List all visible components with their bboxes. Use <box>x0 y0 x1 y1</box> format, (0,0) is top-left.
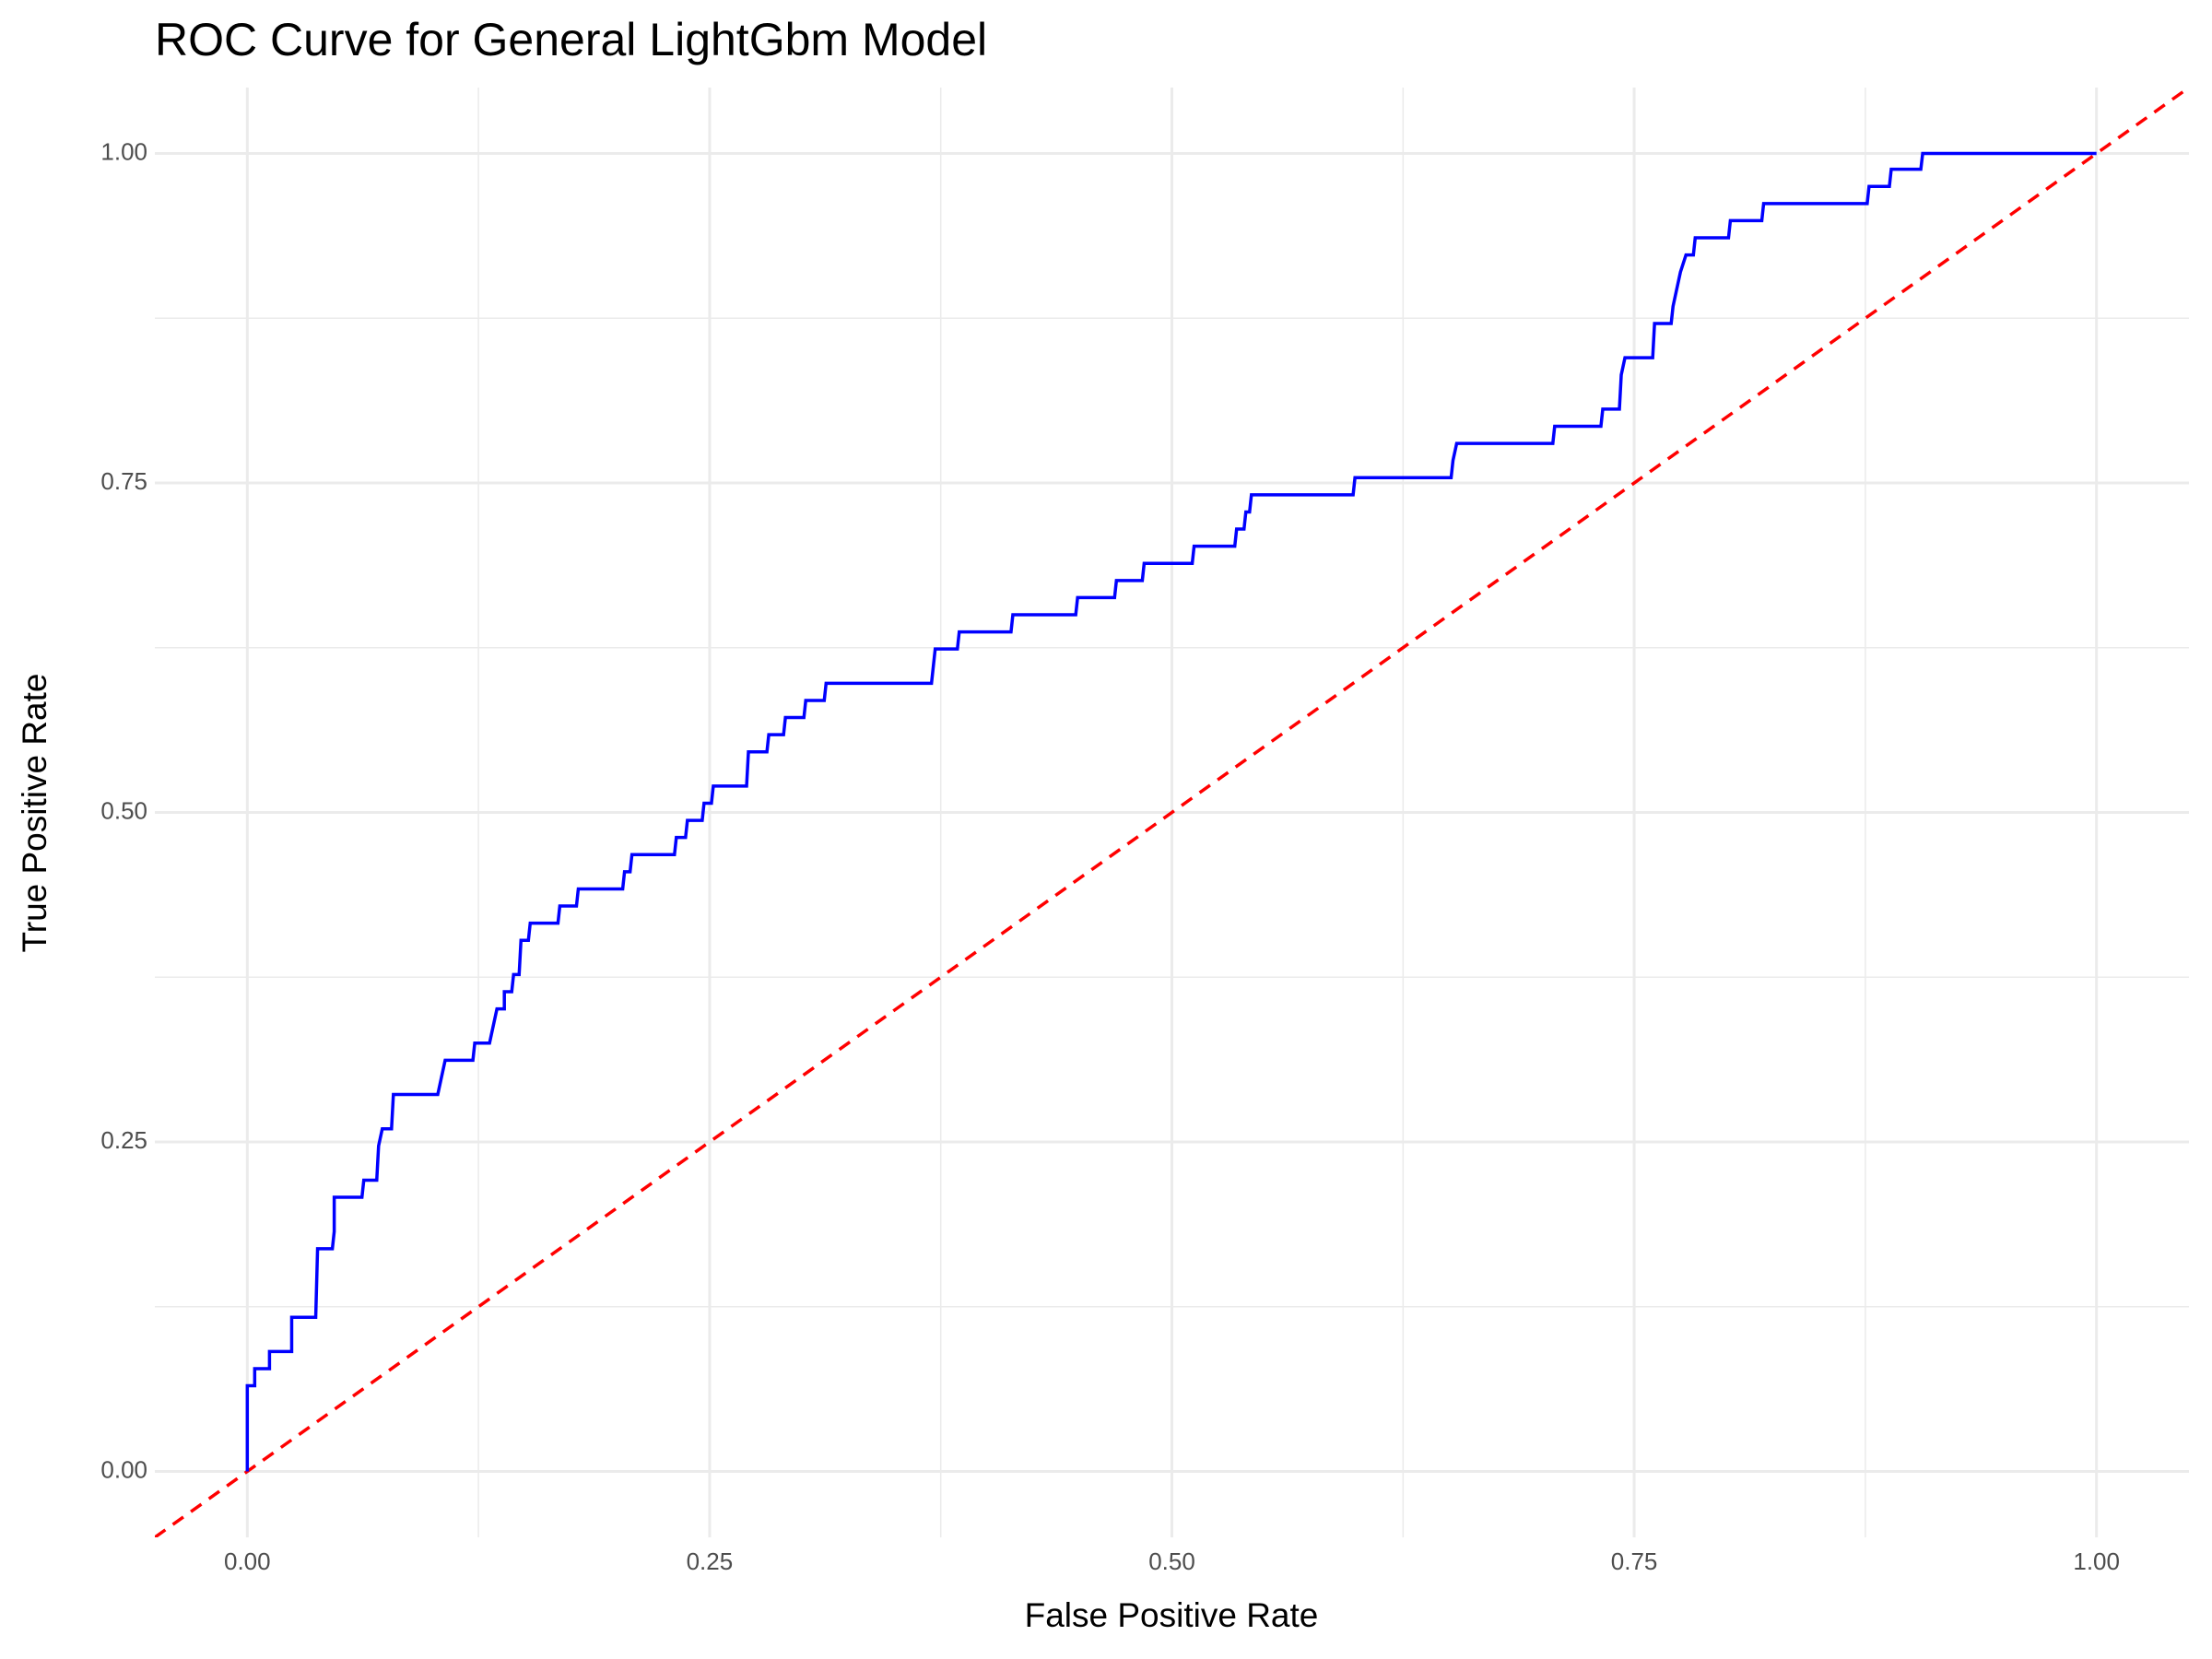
chart-title: ROC Curve for General LightGbm Model <box>155 14 987 65</box>
x-axis-title: False Positive Rate <box>1025 1596 1319 1634</box>
x-tick-label: 1.00 <box>2073 1547 2120 1575</box>
x-tick-label: 0.75 <box>1611 1547 1658 1575</box>
y-tick-label: 0.50 <box>100 796 147 824</box>
x-tick-label: 0.25 <box>687 1547 734 1575</box>
y-tick-label: 0.25 <box>100 1126 147 1154</box>
roc-curve <box>245 151 2097 1472</box>
y-tick-label: 0.75 <box>100 467 147 495</box>
x-tick-label: 0.50 <box>1148 1547 1195 1575</box>
y-tick-label: 1.00 <box>100 137 147 165</box>
x-tick-label: 0.00 <box>224 1547 271 1575</box>
y-tick-label: 0.00 <box>100 1455 147 1483</box>
reference-line <box>155 88 2189 1537</box>
y-axis-title: True Positive Rate <box>16 674 53 953</box>
